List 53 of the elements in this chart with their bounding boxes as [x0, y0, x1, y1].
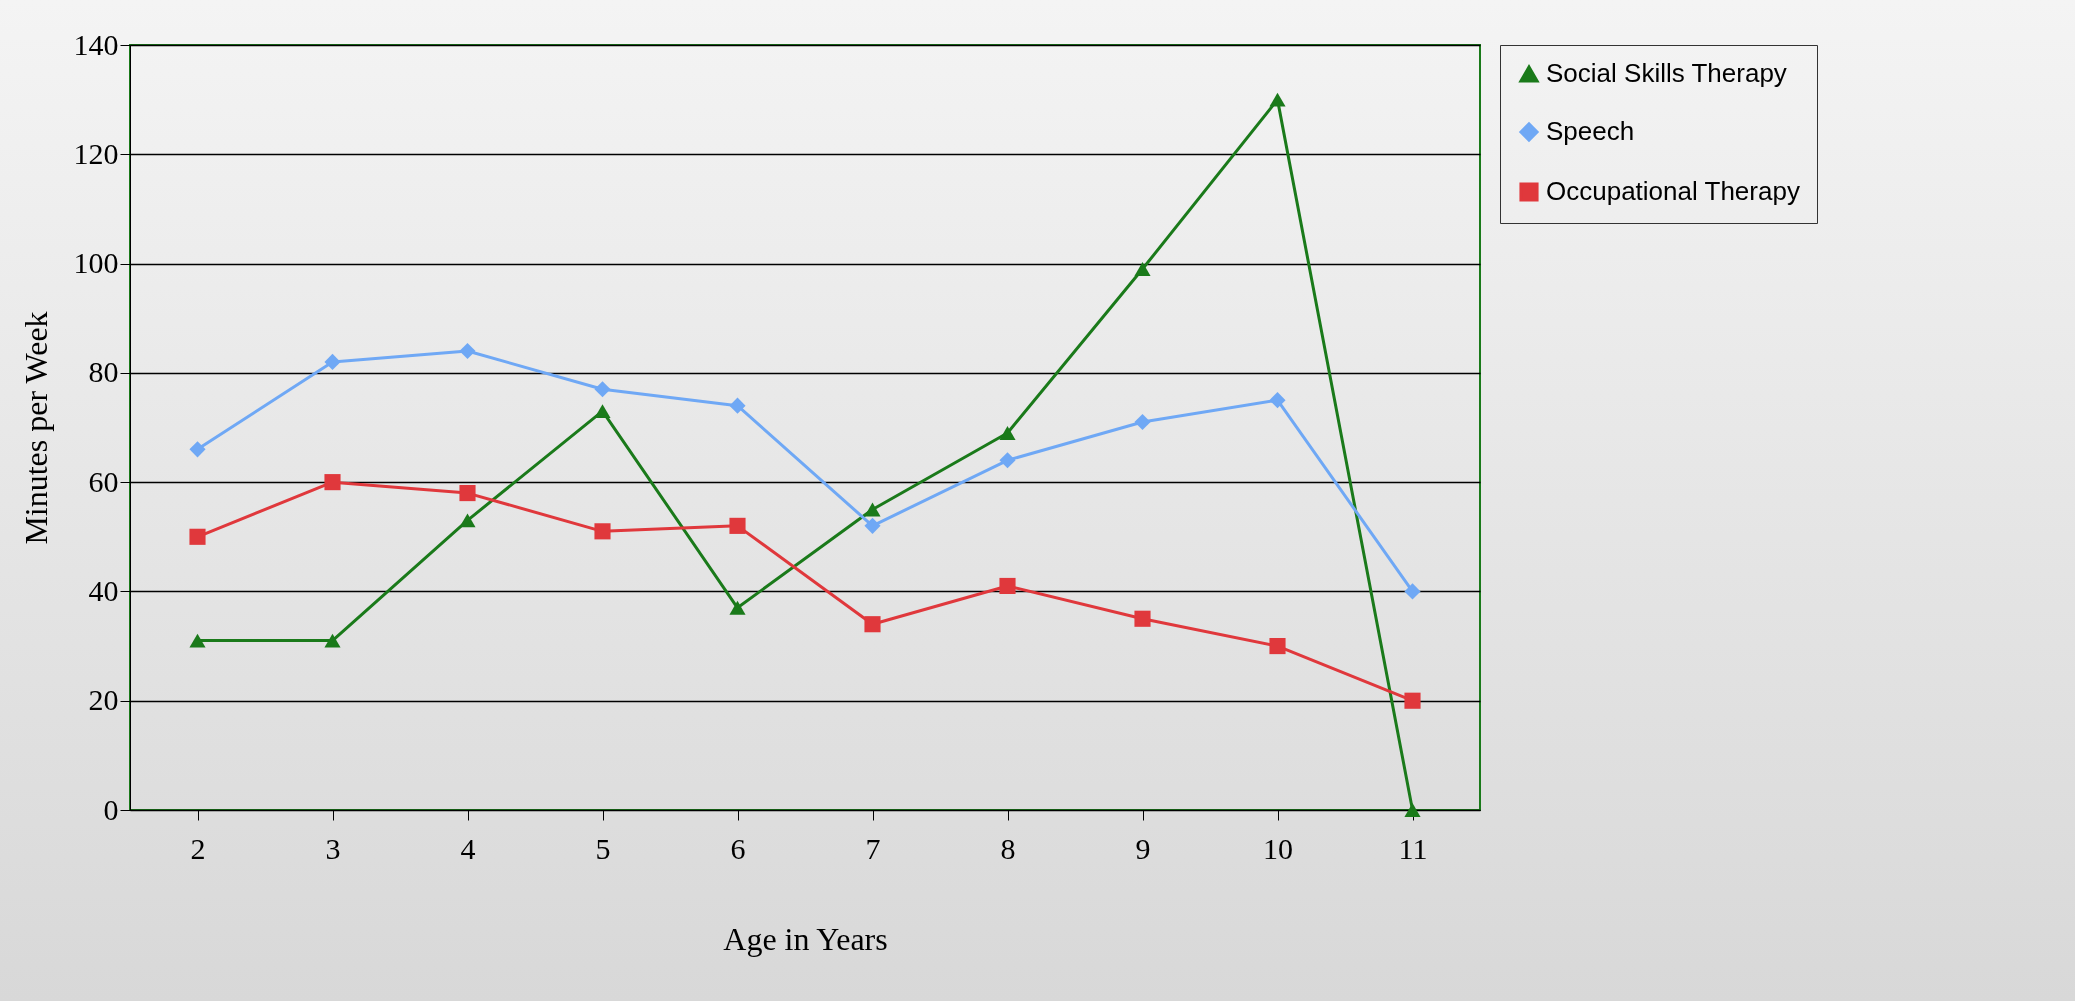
point: [999, 452, 1016, 469]
legend-label: Speech: [1546, 116, 1635, 146]
point: [189, 528, 206, 545]
point: [1404, 803, 1421, 817]
y-tick-label: 100: [73, 246, 119, 280]
point: [189, 441, 206, 458]
point: [594, 404, 611, 419]
point: [324, 474, 341, 491]
point: [459, 342, 476, 360]
point: [1404, 583, 1421, 600]
point: [999, 577, 1016, 595]
y-tick-label: 60: [88, 464, 119, 498]
x-tick-label: 3: [325, 831, 341, 865]
point: [729, 397, 746, 414]
y-tick-label: 0: [103, 792, 119, 826]
point: [594, 523, 611, 540]
point: [999, 425, 1016, 440]
x-tick-label: 10: [1263, 831, 1293, 865]
x-tick-label: 5: [595, 831, 611, 865]
point: [864, 502, 881, 517]
point: [1269, 92, 1286, 107]
x-tick-label: 4: [460, 831, 476, 865]
y-tick-label: 140: [73, 27, 119, 61]
x-axis-title: Age in Years: [723, 920, 888, 957]
x-tick-label: 6: [730, 831, 746, 865]
point: [459, 485, 476, 502]
y-tick-label: 120: [73, 136, 119, 170]
point: [1134, 610, 1151, 627]
y-tick-label: 20: [88, 683, 119, 717]
point: [594, 381, 611, 398]
x-tick-label: 8: [1000, 831, 1016, 865]
point: [1134, 413, 1151, 431]
point: [1269, 392, 1286, 409]
x-tick-label: 7: [865, 831, 881, 865]
y-axis-title: Minutes per Week: [17, 311, 54, 545]
legend-label: Social Skills Therapy: [1546, 58, 1787, 88]
point: [1134, 262, 1151, 277]
point: [864, 616, 881, 633]
point: [1404, 692, 1421, 709]
point: [324, 353, 341, 370]
legend-label: Occupational Therapy: [1546, 176, 1800, 206]
point: [459, 513, 476, 528]
point: [1269, 638, 1286, 655]
y-tick-label: 80: [88, 355, 119, 389]
x-tick-label: 11: [1398, 831, 1428, 865]
y-tick-label: 40: [88, 573, 119, 607]
point: [324, 633, 341, 648]
point: [729, 517, 746, 534]
x-tick-label: 2: [190, 831, 206, 865]
point: [864, 517, 881, 534]
x-tick-label: 9: [1135, 831, 1151, 865]
point: [189, 633, 206, 648]
point: [729, 600, 746, 615]
